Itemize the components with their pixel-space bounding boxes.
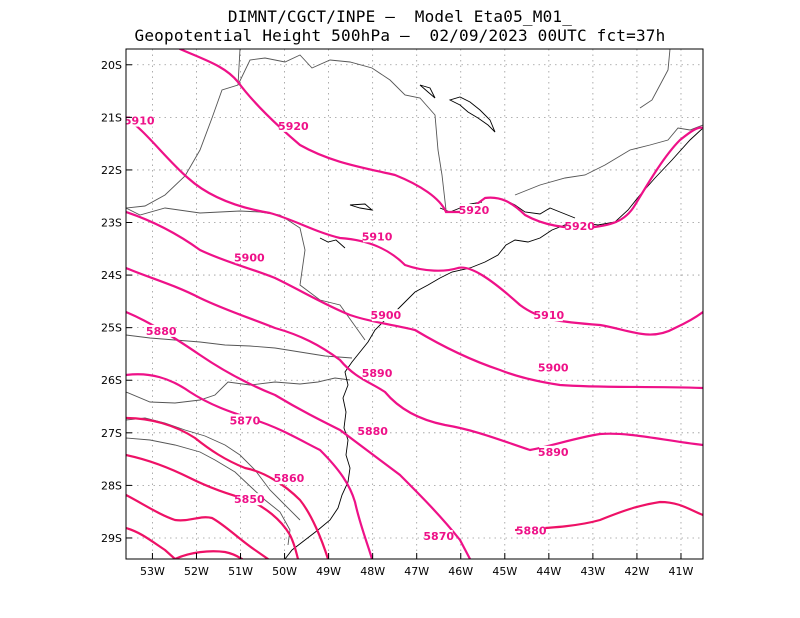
contour-line	[126, 373, 374, 559]
lon-tick-label: 52W	[184, 565, 209, 578]
contour-label: 5900	[234, 251, 265, 264]
contour-label-bg	[235, 493, 264, 506]
contour-label-bg	[459, 203, 488, 216]
contour-line	[514, 500, 703, 532]
contour-line	[126, 116, 703, 336]
contour-line	[173, 550, 244, 559]
lon-tick-label: 44W	[536, 565, 561, 578]
lon-tick-label: 47W	[404, 565, 429, 578]
lat-tick-label: 20S	[101, 59, 122, 72]
lon-tick-label: 43W	[580, 565, 605, 578]
contour-line	[178, 49, 703, 230]
state-border	[126, 437, 291, 546]
contour-label-bg	[230, 414, 259, 427]
contour-line	[126, 453, 300, 559]
state-border	[514, 124, 703, 196]
contour-label: 5890	[538, 446, 569, 459]
contour-label-bg	[126, 114, 154, 127]
plot-frame	[125, 48, 704, 560]
contour-label-bg	[358, 424, 387, 437]
lat-tick-label: 27S	[101, 427, 122, 440]
contour-label: 5850	[234, 493, 265, 506]
contour-label-bg	[534, 309, 563, 322]
contour-label: 5880	[357, 425, 388, 438]
lon-tick-label: 49W	[316, 565, 341, 578]
lon-tick-label: 46W	[448, 565, 473, 578]
contour-label-bg	[147, 324, 176, 337]
lat-tick-label: 29S	[101, 532, 122, 545]
lon-tick-label: 50W	[272, 565, 297, 578]
contour-label: 5880	[146, 325, 177, 338]
contour-label-bg	[363, 366, 392, 379]
contour-label: 5870	[423, 530, 454, 543]
contour-label-bg	[235, 251, 264, 264]
contour-label-bg	[517, 524, 546, 537]
state-border	[126, 334, 353, 359]
contour-line	[126, 526, 177, 559]
contour-line	[126, 493, 270, 559]
axis-ticks: 20S 21S 22S 23S 24S 25S 26S 27S 28S 29S 53W 52W 51W 5…	[101, 59, 694, 578]
contour-label: 5870	[230, 414, 261, 427]
contour-label-bg	[539, 361, 568, 374]
contour-line	[126, 266, 703, 452]
contour-line	[126, 310, 472, 559]
contour-line	[126, 210, 703, 390]
lake	[448, 96, 496, 133]
contour-label: 5880	[516, 525, 547, 538]
state-border	[237, 49, 241, 86]
coastline	[284, 127, 703, 559]
title-line-2: Geopotential Height 500hPa – 02/09/2023 …	[134, 26, 666, 45]
lon-tick-label: 41W	[669, 565, 694, 578]
state-border	[126, 377, 351, 404]
contour-label: 5920	[459, 204, 490, 217]
lat-tick-label: 25S	[101, 322, 122, 335]
contour-label: 5900	[371, 309, 402, 322]
lat-tick-label: 26S	[101, 374, 122, 387]
lon-tick-label: 48W	[360, 565, 385, 578]
contour-label: 5920	[564, 220, 595, 233]
contour-label-bg	[565, 219, 594, 232]
height-contours	[126, 49, 703, 559]
contour-line	[126, 416, 330, 559]
lon-tick-label: 42W	[624, 565, 649, 578]
lat-tick-label: 22S	[101, 164, 122, 177]
lake	[419, 84, 436, 99]
title-line-1: DIMNT/CGCT/INPE – Model Eta05_M01_	[227, 7, 573, 26]
contour-label-bg	[363, 230, 392, 243]
state-border	[639, 49, 671, 109]
state-border	[126, 54, 447, 211]
contour-label-bg	[371, 309, 400, 322]
bay-inlet	[504, 199, 576, 219]
lat-tick-label: 24S	[101, 269, 122, 282]
lat-tick-label: 21S	[101, 111, 122, 124]
contour-label: 5920	[278, 120, 309, 133]
contour-label: 5910	[124, 115, 155, 128]
lon-tick-label: 45W	[492, 565, 517, 578]
lon-tick-label: 51W	[228, 565, 253, 578]
state-border	[126, 417, 301, 521]
contour-label-bg	[539, 445, 568, 458]
contour-label: 5900	[538, 362, 569, 375]
contour-label-bg	[274, 472, 303, 485]
contour-labels: 5920 5910 5920 5920 5910 5900 5900 5910 5880 5890…	[124, 114, 595, 543]
contour-label: 5910	[534, 309, 565, 322]
contour-label: 5910	[362, 230, 393, 243]
contour-label: 5860	[274, 472, 305, 485]
contour-label-bg	[424, 529, 453, 542]
lat-tick-label: 23S	[101, 217, 122, 230]
lake	[349, 203, 374, 211]
contour-label-bg	[279, 119, 308, 132]
lat-tick-label: 28S	[101, 479, 122, 492]
contour-label: 5890	[362, 367, 393, 380]
river	[319, 237, 346, 249]
lon-tick-label: 53W	[140, 565, 165, 578]
